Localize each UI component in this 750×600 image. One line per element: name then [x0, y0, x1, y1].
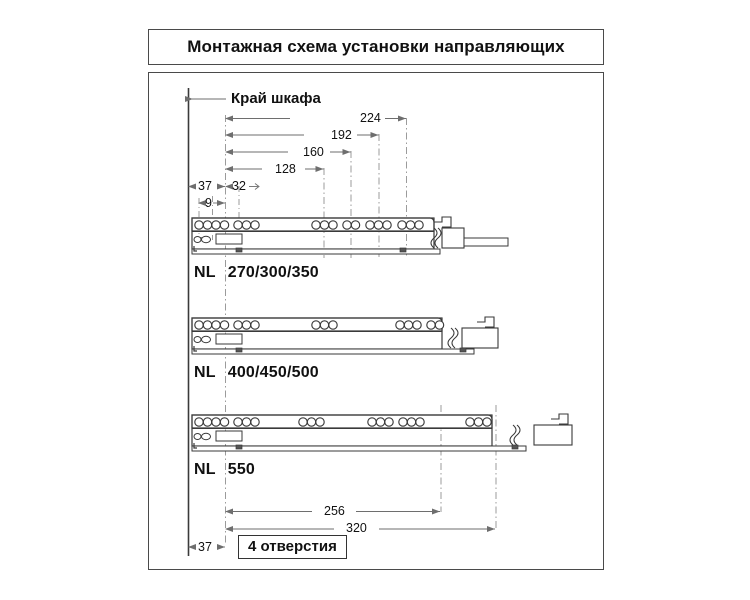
slide-label-2: NL 400/450/500	[194, 364, 319, 382]
dimension-label-160: 160	[303, 145, 324, 159]
dimension-label-320: 320	[346, 521, 367, 535]
holes-note-box: 4 отверстия	[238, 535, 347, 559]
dimension-label-128: 128	[275, 162, 296, 176]
cabinet-edge-label: Край шкафа	[231, 90, 321, 107]
slide-label-1-value: 270/300/350	[227, 264, 319, 281]
dimension-label-224: 224	[360, 111, 381, 125]
dimension-label-37-bottom: 37	[198, 540, 212, 554]
page-title: Монтажная схема установки направляющих	[187, 37, 565, 56]
drawing-frame	[148, 72, 604, 570]
slide-label-1-prefix: NL	[194, 264, 216, 281]
slide-label-2-value: 400/450/500	[227, 364, 319, 381]
slide-label-3-value: 550	[227, 461, 256, 478]
dimension-label-256: 256	[324, 504, 345, 518]
slide-label-1: NL 270/300/350	[194, 264, 319, 282]
title-box: Монтажная схема установки направляющих	[148, 29, 604, 65]
slide-label-3: NL 550	[194, 461, 255, 479]
dimension-label-192: 192	[331, 128, 352, 142]
dimension-label-37-top: 37	[198, 179, 212, 193]
slide-label-2-prefix: NL	[194, 364, 216, 381]
dimension-label-9: 9	[205, 196, 212, 210]
dimension-label-32: 32	[232, 179, 246, 193]
slide-label-3-prefix: NL	[194, 461, 216, 478]
